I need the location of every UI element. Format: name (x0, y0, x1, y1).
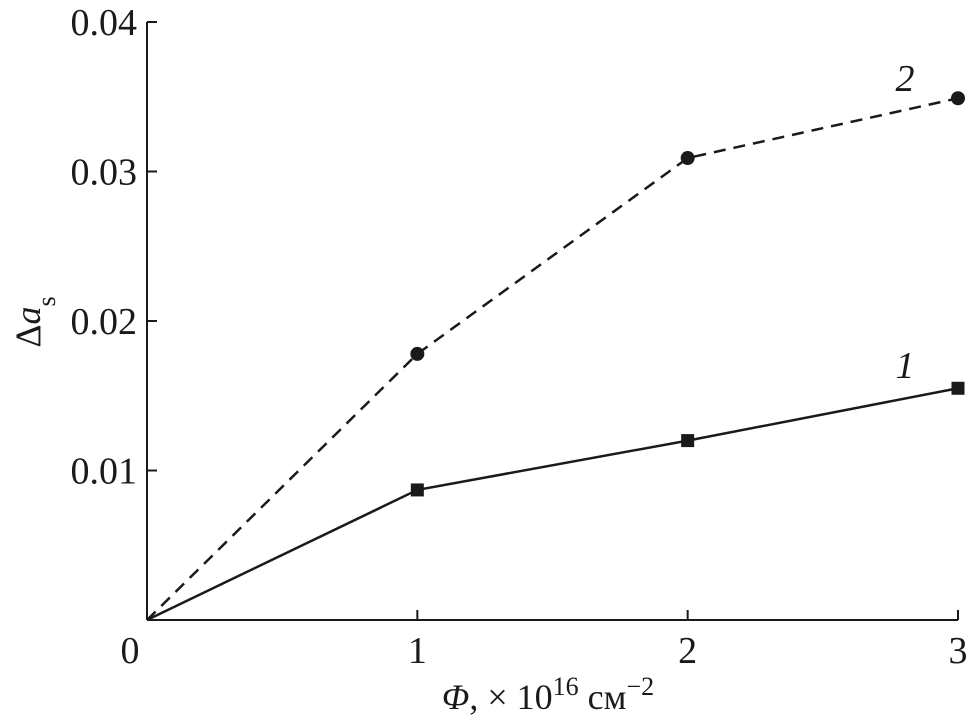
y-tick-label: 0.03 (71, 152, 138, 194)
x-axis-title: Φ, × 1016 см−2 (442, 672, 654, 718)
series-2-marker (410, 346, 425, 361)
series-1-marker (951, 381, 965, 395)
series-1-label: 1 (896, 345, 915, 387)
x-tick-label: 3 (949, 630, 968, 672)
series-2-line (146, 97, 959, 621)
x-tick-label: 1 (408, 630, 427, 672)
axes: 0 1 2 3 0.01 0.02 0.03 0.04 (71, 2, 968, 672)
series-2-marker (951, 91, 965, 106)
series-1-line (146, 387, 959, 622)
series-2-marker (680, 151, 695, 166)
x-tick-label: 0 (121, 630, 140, 672)
series-1-marker (681, 434, 695, 448)
series-2-label: 2 (896, 58, 915, 100)
labels-layer: 1 2 Φ, × 1016 см−2 Δas (8, 58, 915, 717)
y-tick-label: 0.01 (71, 451, 138, 493)
series-layer (146, 91, 965, 622)
x-tick-label: 2 (678, 630, 697, 672)
series-1-marker (410, 483, 424, 497)
y-axis-title: Δas (8, 296, 61, 347)
y-tick-label: 0.04 (71, 2, 138, 44)
y-tick-label: 0.02 (71, 301, 138, 343)
